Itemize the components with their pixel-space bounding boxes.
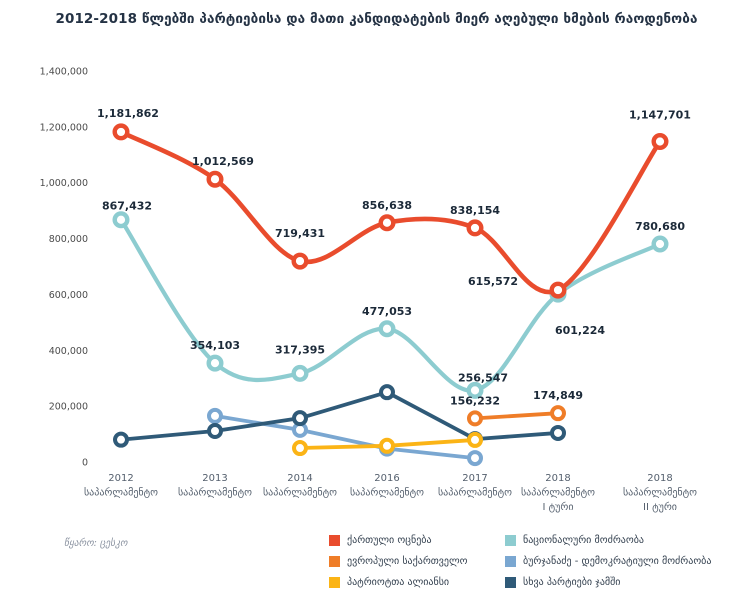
legend-item-patriots-alliance: პატრიოტთა ალიანსი — [329, 577, 505, 588]
data-label-national-movement-0: 867,432 — [102, 200, 152, 213]
marker-georgian-dream-4 — [466, 219, 484, 237]
marker-patriots-alliance-4 — [467, 431, 483, 448]
data-label-georgian-dream-3: 856,638 — [362, 199, 412, 212]
line-chart: 0 200,000 400,000 600,000 800,000 1,000,000 1,… — [40, 67, 698, 514]
data-label-georgian-dream-2: 719,431 — [275, 227, 325, 240]
marker-burjanadze-democratic-movement-1 — [207, 407, 223, 424]
marker-national-movement-6 — [651, 235, 669, 253]
data-label-georgian-dream-4: 838,154 — [450, 204, 500, 217]
marker-other-parties-1 — [207, 422, 223, 439]
x-tick-label: 2014 საპარლამენტო — [263, 473, 337, 499]
legend-column-1: ქართული ოცნება ევროპული საქართველო პატრიოტ… — [329, 535, 505, 588]
marker-georgian-dream-1 — [206, 170, 224, 188]
marker-national-movement-0 — [112, 211, 130, 229]
legend-item-national-movement: ნაციონალური მოძრაობა — [505, 535, 711, 546]
marker-european-georgia-5 — [550, 405, 566, 422]
data-label-georgian-dream-0: 1,181,862 — [97, 107, 159, 120]
y-tick-label: 800,000 — [49, 234, 88, 245]
legend-item-other-parties: სხვა პარტიები ჯამში — [505, 577, 711, 588]
legend-item-european-georgia: ევროპული საქართველო — [329, 556, 505, 567]
series-line-european-georgia — [473, 411, 560, 421]
marker-other-parties-3 — [379, 384, 395, 401]
source-note: წყარო: ცესკო — [64, 538, 128, 549]
data-label-georgian-dream-5: 615,572 — [468, 275, 518, 288]
series-line-other-parties — [119, 390, 560, 442]
x-tick-label: 2016 საპარლამენტო — [350, 473, 424, 499]
marker-other-parties-2 — [292, 410, 308, 427]
y-tick-label: 0 — [82, 458, 88, 469]
marker-georgian-dream-0 — [112, 123, 130, 141]
legend-column-2: ნაციონალური მოძრაობა ბურჯანაძე - დემოკრატ… — [505, 535, 711, 588]
data-label-georgian-dream-6: 1,147,701 — [629, 108, 691, 121]
chart-title: 2012-2018 წლებში პარტიებისა და მათი კანდ… — [55, 11, 698, 27]
series-line-burjanadze-democratic-movement — [213, 414, 477, 460]
y-tick-label: 600,000 — [49, 290, 88, 301]
x-tick-label: 2018 საპარლამენტო II ტური — [623, 473, 697, 513]
marker-georgian-dream-6 — [651, 132, 669, 150]
y-tick-label: 1,000,000 — [40, 178, 88, 189]
y-tick-label: 400,000 — [49, 346, 88, 357]
legend-item-burjanadze-democratic-movement: ბურჯანაძე - დემოკრატიული მოძრაობა — [505, 556, 711, 567]
marker-national-movement-2 — [291, 364, 309, 382]
legend-label-patriots-alliance: პატრიოტთა ალიანსი — [347, 577, 450, 588]
marker-georgian-dream-2 — [291, 252, 309, 270]
marker-patriots-alliance-3 — [379, 437, 395, 454]
legend-swatch-patriots-alliance — [329, 577, 340, 588]
legend-label-burjanadze-democratic-movement: ბურჯანაძე - დემოკრატიული მოძრაობა — [523, 556, 712, 567]
x-tick-label: 2017 საპარლამენტო — [438, 473, 512, 499]
y-tick-label: 200,000 — [49, 402, 88, 413]
legend-label-national-movement: ნაციონალური მოძრაობა — [523, 535, 645, 546]
marker-national-movement-1 — [206, 354, 224, 372]
marker-patriots-alliance-2 — [292, 440, 308, 457]
marker-other-parties-0 — [113, 431, 129, 448]
data-label-national-movement-5: 601,224 — [555, 324, 605, 337]
data-label-georgian-dream-1: 1,012,569 — [192, 155, 254, 168]
legend-swatch-burjanadze-democratic-movement — [505, 556, 516, 567]
data-label-national-movement-1: 354,103 — [190, 339, 240, 352]
data-label-national-movement-3: 477,053 — [362, 305, 412, 318]
marker-burjanadze-democratic-movement-4 — [467, 450, 483, 467]
legend-swatch-georgian-dream — [329, 535, 340, 546]
marker-georgian-dream-5 — [549, 281, 567, 299]
data-label-european-georgia-5: 174,849 — [533, 389, 583, 402]
legend-label-georgian-dream: ქართული ოცნება — [347, 535, 432, 546]
legend-swatch-other-parties — [505, 577, 516, 588]
x-tick-label: 2018 საპარლამენტო I ტური — [521, 473, 595, 513]
marker-european-georgia-4 — [467, 410, 483, 427]
x-tick-label: 2012 საპარლამენტო — [84, 473, 158, 499]
x-tick-label: 2013 საპარლამენტო — [178, 473, 252, 499]
legend-label-other-parties: სხვა პარტიები ჯამში — [523, 577, 621, 588]
data-label-national-movement-6: 780,680 — [635, 220, 685, 233]
y-tick-label: 1,200,000 — [40, 122, 88, 133]
marker-georgian-dream-3 — [378, 214, 396, 232]
data-label-national-movement-2: 317,395 — [275, 343, 325, 356]
marker-national-movement-3 — [378, 320, 396, 338]
data-label-national-movement-4: 256,547 — [458, 371, 508, 384]
legend-item-georgian-dream: ქართული ოცნება — [329, 535, 505, 546]
legend-swatch-national-movement — [505, 535, 516, 546]
legend-swatch-european-georgia — [329, 556, 340, 567]
marker-national-movement-4 — [466, 381, 484, 399]
legend: ქართული ოცნება ევროპული საქართველო პატრიოტ… — [329, 535, 711, 588]
data-label-european-georgia-4: 156,232 — [450, 394, 500, 407]
legend-label-european-georgia: ევროპული საქართველო — [347, 556, 468, 567]
y-tick-label: 1,400,000 — [40, 67, 88, 78]
marker-other-parties-5 — [550, 424, 566, 441]
